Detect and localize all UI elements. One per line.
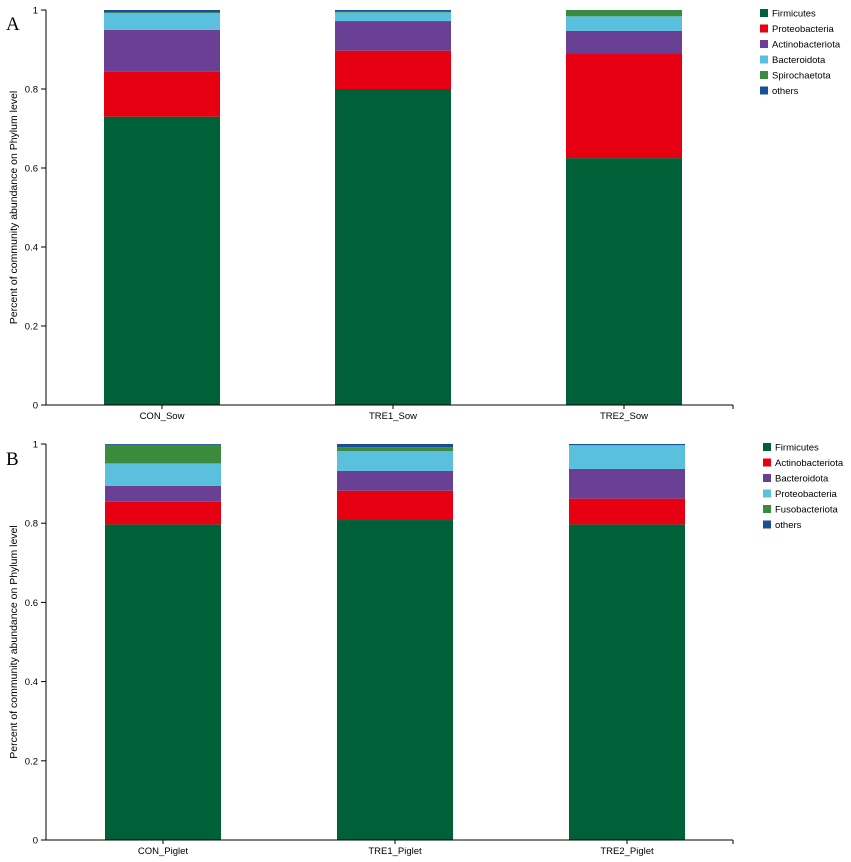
legend-label: Actinobacteriota	[775, 458, 844, 469]
bar-segment-firmicutes	[566, 158, 682, 405]
bar-segment-bacteroidota	[566, 16, 682, 31]
bar-segment-bacteroidota	[105, 485, 221, 502]
bar-segment-fusobacteriota	[105, 444, 221, 464]
x-tick-label: TRE1_Piglet	[368, 846, 422, 857]
legend-label: Fusobacteriota	[775, 505, 839, 516]
bar-segment-proteobacteria	[337, 451, 453, 471]
bar-segment-proteobacteria	[569, 445, 685, 469]
legend-label: Spirochaetota	[772, 71, 831, 82]
bar-segment-proteobacteria	[104, 71, 220, 117]
bar-segment-actinobacteriota	[104, 29, 220, 72]
y-tick-label: 1	[33, 6, 38, 17]
y-tick-label: 0.6	[25, 164, 38, 175]
legend-swatch	[763, 489, 771, 498]
y-tick-label: 0.6	[25, 598, 38, 609]
bar-segment-actinobacteriota	[105, 501, 221, 525]
legend: Firmicutes Proteobacteria Actinobacteriota…	[760, 9, 841, 97]
legend-swatch	[760, 9, 768, 17]
bar-segment-bacteroidota	[337, 470, 453, 491]
legend-label: Proteobacteria	[775, 489, 838, 500]
chart-panel-b: B Percent of community abundance on Phylu…	[6, 440, 844, 858]
chart-panel-a: A Percent of community abundance on Phylu…	[6, 6, 841, 423]
y-tick-label: 0.8	[25, 85, 38, 96]
bar-segment-proteobacteria	[105, 463, 221, 486]
bar-segment-actinobacteriota	[566, 30, 682, 54]
bar-segment-spirochaetota	[335, 11, 451, 13]
bar-segment-firmicutes	[104, 116, 220, 406]
bar-segment-actinobacteriota	[335, 21, 451, 51]
y-axis-label: Percent of community abundance on Phylum…	[8, 91, 20, 324]
legend-label: Bacteroidota	[772, 55, 826, 66]
legend: Firmicutes Actinobacteriota Bacteroidota Pr…	[763, 443, 844, 531]
legend-label: Bacteroidota	[775, 474, 829, 485]
panel-letter: A	[6, 14, 20, 35]
legend-swatch	[760, 86, 768, 95]
bar-segment-proteobacteria	[335, 50, 451, 89]
legend-swatch	[760, 24, 768, 33]
bar-segment-firmicutes	[569, 524, 685, 840]
legend-swatch	[763, 520, 771, 529]
legend-swatch	[763, 443, 771, 451]
bar-segment-fusobacteriota	[337, 447, 453, 452]
bar-segment-spirochaetota	[104, 12, 220, 14]
bar-segment-spirochaetota	[566, 10, 682, 17]
legend-swatch	[760, 55, 768, 64]
y-tick-label: 0.4	[25, 677, 38, 688]
bar-segment-bacteroidota	[335, 12, 451, 22]
x-tick-label: CON_Sow	[140, 411, 185, 422]
y-tick-label: 0	[33, 836, 38, 847]
bar-segment-others	[105, 444, 221, 445]
bar-segment-others	[335, 10, 451, 12]
y-tick-label: 0.2	[25, 322, 38, 333]
bar-segment-actinobacteriota	[569, 498, 685, 525]
bar-segment-others	[337, 444, 453, 448]
y-tick-label: 0.2	[25, 756, 38, 767]
legend-label: Firmicutes	[772, 9, 816, 20]
legend-swatch	[760, 40, 768, 48]
bar-segment-firmicutes	[105, 524, 221, 840]
x-tick-label: CON_Piglet	[138, 846, 189, 857]
y-tick-label: 0.8	[25, 519, 38, 530]
x-tick-label: TRE2_Piglet	[600, 846, 654, 857]
y-tick-label: 0	[33, 401, 38, 412]
legend-swatch	[763, 474, 771, 482]
y-tick-label: 0.4	[25, 243, 38, 254]
legend-label: Actinobacteriota	[772, 40, 841, 51]
legend-label: others	[775, 520, 802, 531]
bar-segment-bacteroidota	[569, 468, 685, 499]
y-axis-label: Percent of community abundance on Phylum…	[8, 525, 20, 758]
bar-segment-others	[569, 444, 685, 446]
bar-segment-firmicutes	[337, 520, 453, 840]
x-tick-label: TRE2_Sow	[600, 411, 648, 422]
legend-label: Firmicutes	[775, 443, 819, 454]
legend-label: Proteobacteria	[772, 24, 835, 35]
legend-swatch	[760, 71, 768, 79]
legend-swatch	[763, 505, 771, 513]
bar-segment-proteobacteria	[566, 53, 682, 159]
bar-segment-bacteroidota	[104, 13, 220, 30]
legend-label: others	[772, 86, 799, 97]
bar-segment-actinobacteriota	[337, 490, 453, 521]
bar-segment-firmicutes	[335, 89, 451, 405]
y-tick-label: 1	[33, 440, 38, 451]
panel-letter: B	[6, 449, 19, 470]
legend-swatch	[763, 458, 771, 467]
x-tick-label: TRE1_Sow	[369, 411, 417, 422]
bar-segment-others	[104, 10, 220, 13]
